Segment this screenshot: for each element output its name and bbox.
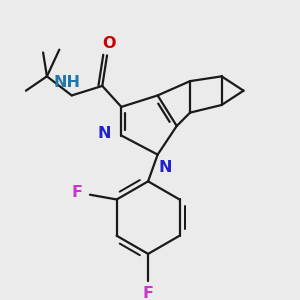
Text: O: O — [102, 36, 116, 51]
Text: NH: NH — [53, 75, 80, 90]
Text: F: F — [71, 185, 82, 200]
Text: N: N — [98, 126, 111, 141]
Text: F: F — [142, 286, 154, 300]
Text: N: N — [158, 160, 172, 175]
